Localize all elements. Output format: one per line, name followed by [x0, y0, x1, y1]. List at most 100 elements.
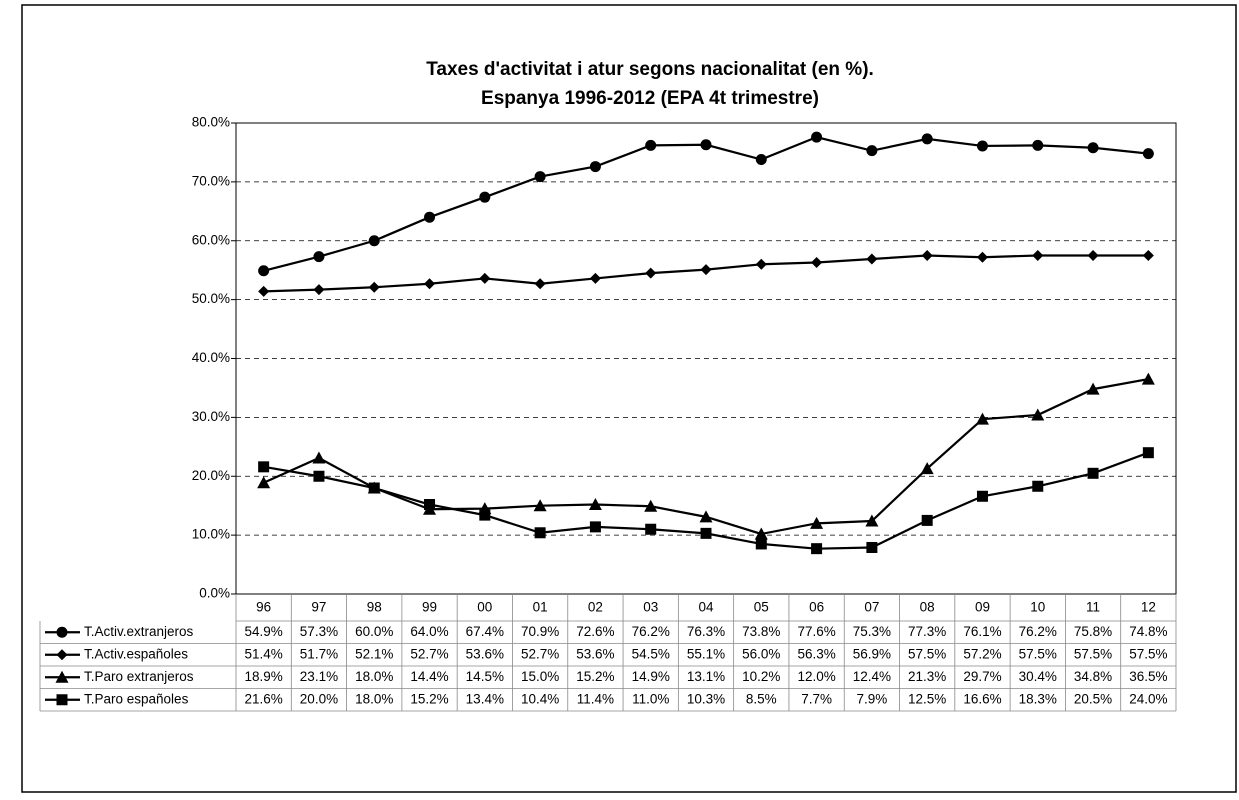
- data-point: [921, 133, 933, 145]
- data-point: [755, 538, 767, 550]
- data-label: 12.4%: [853, 669, 891, 684]
- data-label: 7.7%: [801, 691, 832, 706]
- data-label: 13.1%: [687, 669, 725, 684]
- data-point: [424, 499, 436, 511]
- data-label: 52.1%: [355, 646, 393, 661]
- data-point: [258, 285, 270, 297]
- x-tick-label: 98: [367, 600, 382, 615]
- chart-title: Taxes d'activitat i atur segons nacional…: [426, 59, 874, 80]
- data-point: [588, 498, 602, 511]
- data-label: 21.3%: [908, 669, 946, 684]
- x-tick-label: 12: [1141, 600, 1156, 615]
- data-label: 53.6%: [576, 646, 614, 661]
- data-point: [534, 527, 546, 539]
- x-tick-label: 07: [864, 600, 879, 615]
- data-label: 75.3%: [853, 624, 891, 639]
- y-tick-label: 70.0%: [192, 173, 230, 188]
- data-point: [479, 272, 491, 284]
- legend-marker: [56, 626, 68, 638]
- y-tick-label: 30.0%: [192, 409, 230, 424]
- legend-label: T.Activ.extranjeros: [84, 624, 194, 639]
- data-point: [368, 482, 380, 494]
- data-point: [921, 249, 933, 261]
- x-tick-label: 10: [1030, 600, 1045, 615]
- data-label: 70.9%: [521, 624, 559, 639]
- data-point: [1087, 467, 1099, 479]
- data-label: 36.5%: [1129, 669, 1167, 684]
- data-label: 76.2%: [1019, 624, 1057, 639]
- data-label: 18.0%: [355, 691, 393, 706]
- data-label: 56.0%: [742, 646, 780, 661]
- legend-marker: [56, 694, 68, 706]
- data-label: 55.1%: [687, 646, 725, 661]
- data-label: 24.0%: [1129, 691, 1167, 706]
- data-point: [700, 527, 712, 539]
- data-point: [865, 514, 879, 527]
- data-label: 75.8%: [1074, 624, 1112, 639]
- y-tick-label: 40.0%: [192, 350, 230, 365]
- data-point: [1032, 480, 1044, 492]
- data-point: [645, 523, 657, 535]
- data-point: [645, 267, 657, 279]
- data-point: [368, 235, 380, 247]
- x-tick-label: 00: [477, 600, 492, 615]
- data-point: [1032, 139, 1044, 151]
- legend-label: T.Activ.españoles: [84, 646, 188, 661]
- data-label: 72.6%: [576, 624, 614, 639]
- data-point: [534, 171, 546, 183]
- data-label: 52.7%: [521, 646, 559, 661]
- data-point: [258, 265, 270, 277]
- x-tick-label: 09: [975, 600, 990, 615]
- data-label: 51.4%: [245, 646, 283, 661]
- data-point: [1031, 408, 1045, 421]
- data-point: [424, 211, 436, 223]
- y-tick-label: 80.0%: [192, 115, 230, 130]
- x-tick-label: 01: [533, 600, 548, 615]
- data-label: 15.2%: [576, 669, 614, 684]
- data-point: [645, 139, 657, 151]
- data-point: [810, 516, 824, 529]
- data-point: [811, 257, 823, 269]
- data-label: 54.5%: [632, 646, 670, 661]
- data-label: 20.5%: [1074, 691, 1112, 706]
- data-point: [534, 278, 546, 290]
- data-label: 52.7%: [410, 646, 448, 661]
- data-label: 57.3%: [300, 624, 338, 639]
- data-point: [589, 272, 601, 284]
- data-point: [699, 510, 713, 523]
- x-tick-label: 04: [698, 600, 714, 615]
- data-label: 18.0%: [355, 669, 393, 684]
- data-label: 73.8%: [742, 624, 780, 639]
- data-label: 15.0%: [521, 669, 559, 684]
- data-point: [920, 462, 934, 475]
- data-point: [1141, 372, 1155, 385]
- data-point: [921, 514, 933, 526]
- data-point: [866, 541, 878, 553]
- chart-title: Espanya 1996-2012 (EPA 4t trimestre): [481, 88, 819, 109]
- data-label: 14.9%: [632, 669, 670, 684]
- data-label: 67.4%: [466, 624, 504, 639]
- data-point: [313, 470, 325, 482]
- data-label: 8.5%: [746, 691, 777, 706]
- data-point: [1087, 249, 1099, 261]
- data-point: [1142, 249, 1154, 261]
- data-label: 12.5%: [908, 691, 946, 706]
- data-label: 76.1%: [963, 624, 1001, 639]
- data-point: [589, 521, 601, 533]
- data-point: [257, 476, 271, 489]
- data-point: [754, 527, 768, 540]
- data-label: 57.5%: [1019, 646, 1057, 661]
- x-tick-label: 03: [643, 600, 658, 615]
- data-label: 14.5%: [466, 669, 504, 684]
- x-tick-label: 97: [311, 600, 326, 615]
- y-tick-label: 50.0%: [192, 291, 230, 306]
- data-label: 56.9%: [853, 646, 891, 661]
- chart-border: [21, 4, 1237, 793]
- data-label: 54.9%: [245, 624, 283, 639]
- data-label: 14.4%: [410, 669, 448, 684]
- data-point: [258, 461, 270, 473]
- y-tick-label: 10.0%: [192, 527, 230, 542]
- y-tick-label: 0.0%: [199, 586, 230, 601]
- data-label: 16.6%: [963, 691, 1001, 706]
